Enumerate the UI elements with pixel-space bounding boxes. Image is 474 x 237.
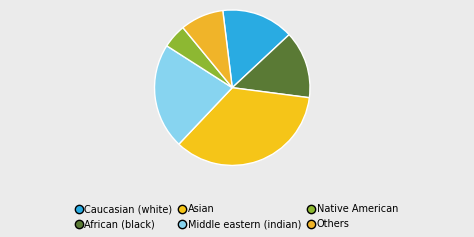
Wedge shape	[167, 28, 232, 88]
Wedge shape	[232, 35, 310, 98]
Wedge shape	[155, 46, 232, 144]
Wedge shape	[179, 88, 310, 165]
Wedge shape	[223, 10, 289, 88]
Legend: Caucasian (white), African (black), Asian, Middle eastern (indian), Native Ameri: Caucasian (white), African (black), Asia…	[73, 201, 401, 232]
Wedge shape	[183, 10, 232, 88]
